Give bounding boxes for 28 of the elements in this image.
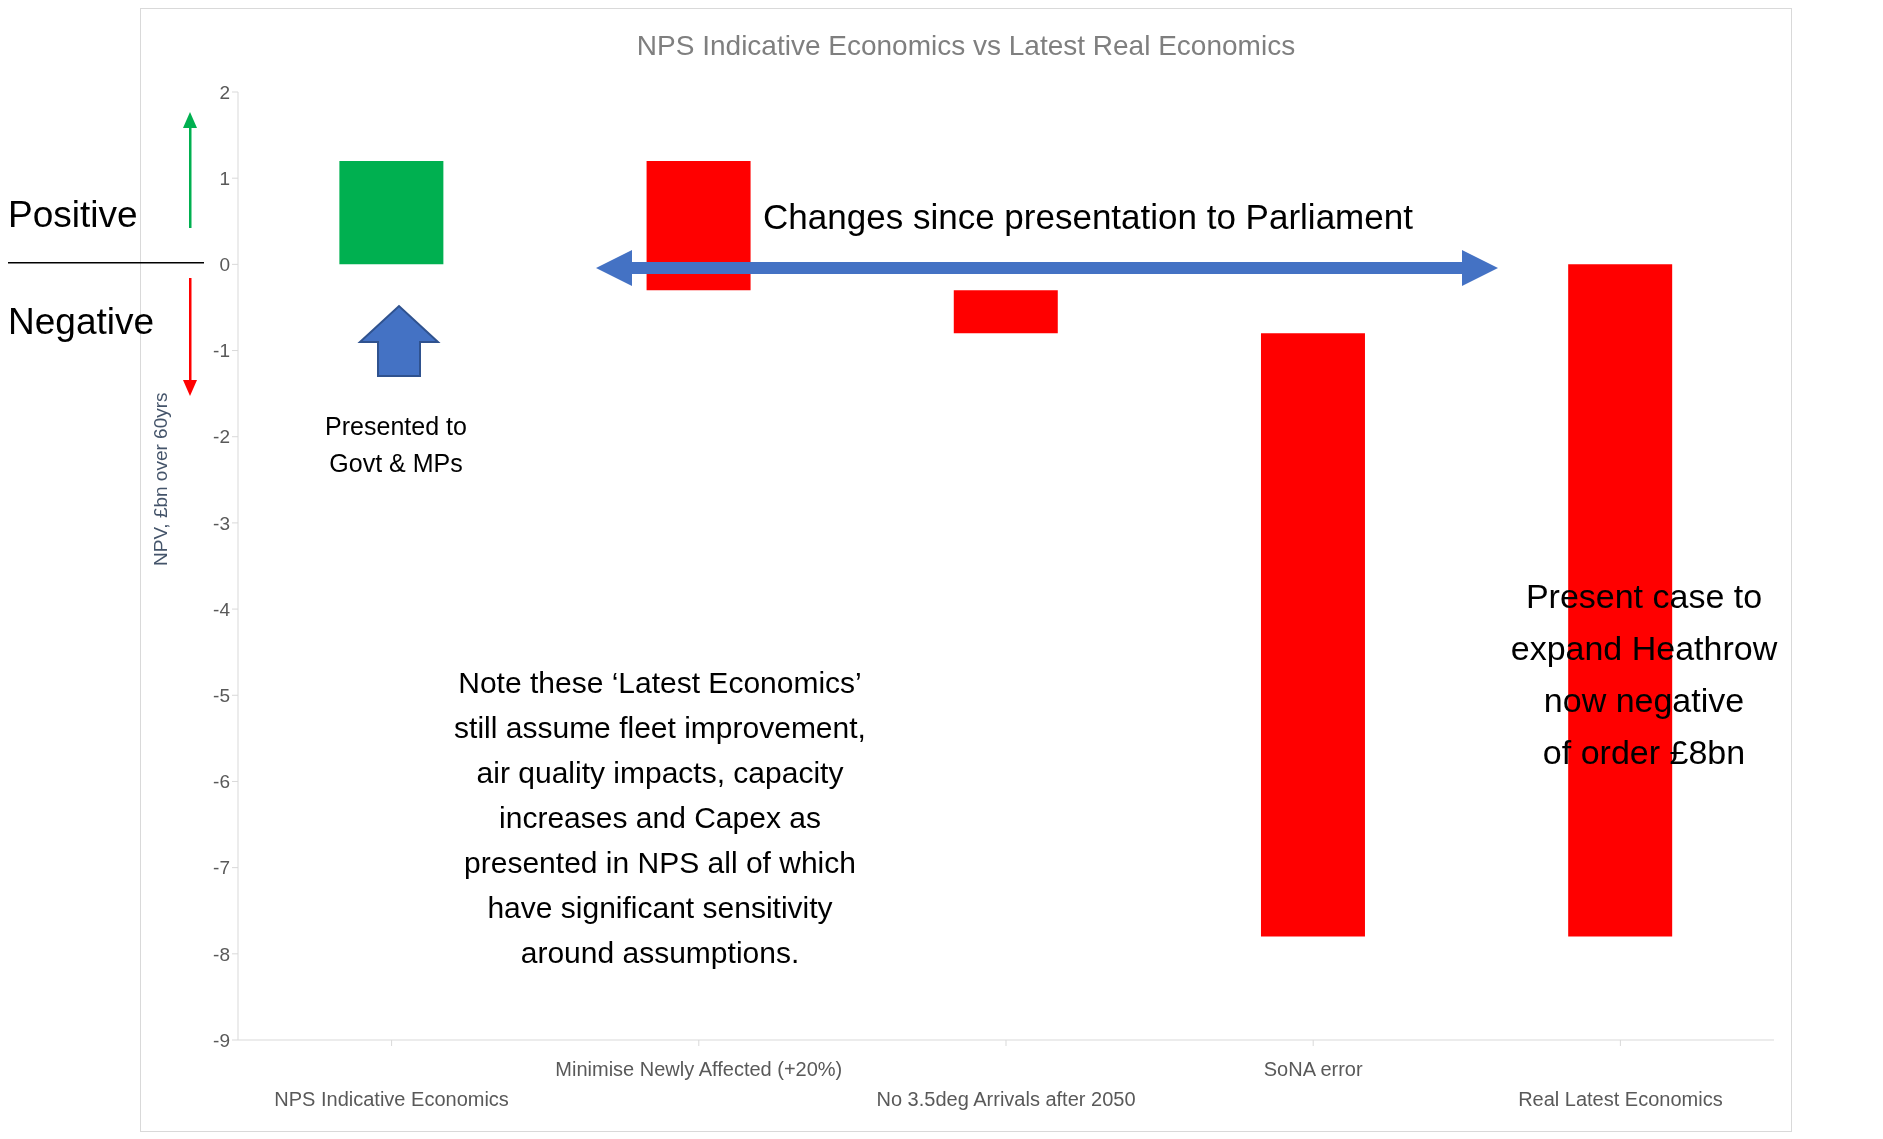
x-tick-label: Minimise Newly Affected (+20%): [555, 1058, 843, 1080]
bar: [1260, 333, 1365, 937]
bar: [953, 290, 1058, 334]
chart-title: NPS Indicative Economics vs Latest Real Economics: [635, 30, 1297, 62]
bar: [646, 160, 751, 291]
text: Positive: [8, 193, 139, 237]
y-tick-label: -9: [213, 1029, 230, 1051]
x-tick-label: No 3.5deg Arrivals after 2050: [876, 1088, 1136, 1110]
annotation: Note these ‘Latest Economics’ still assume fleet improvement, air quality impacts, capacity increases and Capex as presented in NPS all of which have significant sensitivity around assumptions.: [453, 665, 867, 971]
y-tick-label: -3: [213, 512, 230, 534]
x-tick-label: NPS Indicative Economics: [274, 1088, 509, 1110]
bar: [339, 160, 444, 265]
y-axis-title: NPV, £bn over 60yrs: [149, 392, 171, 566]
text: Negative: [8, 300, 156, 344]
y-tick-label: -7: [213, 857, 230, 879]
annotation: Changes since presentation to Parliament: [762, 196, 1414, 238]
y-tick-label: -6: [213, 771, 230, 793]
annotation: Presented to Govt & MPs: [324, 411, 468, 479]
y-tick-label: 1: [219, 167, 230, 189]
y-tick-label: -2: [213, 426, 230, 448]
y-tick-label: 2: [219, 81, 230, 103]
x-tick-label: SoNA error: [1263, 1058, 1363, 1080]
y-tick-label: -8: [213, 943, 230, 965]
y-tick-label: -4: [213, 598, 231, 620]
y-tick-label: -5: [213, 685, 230, 707]
y-tick-label: -1: [213, 340, 230, 362]
y-tick-label: 0: [219, 254, 230, 276]
x-tick-label: Real Latest Economics: [1518, 1088, 1723, 1110]
